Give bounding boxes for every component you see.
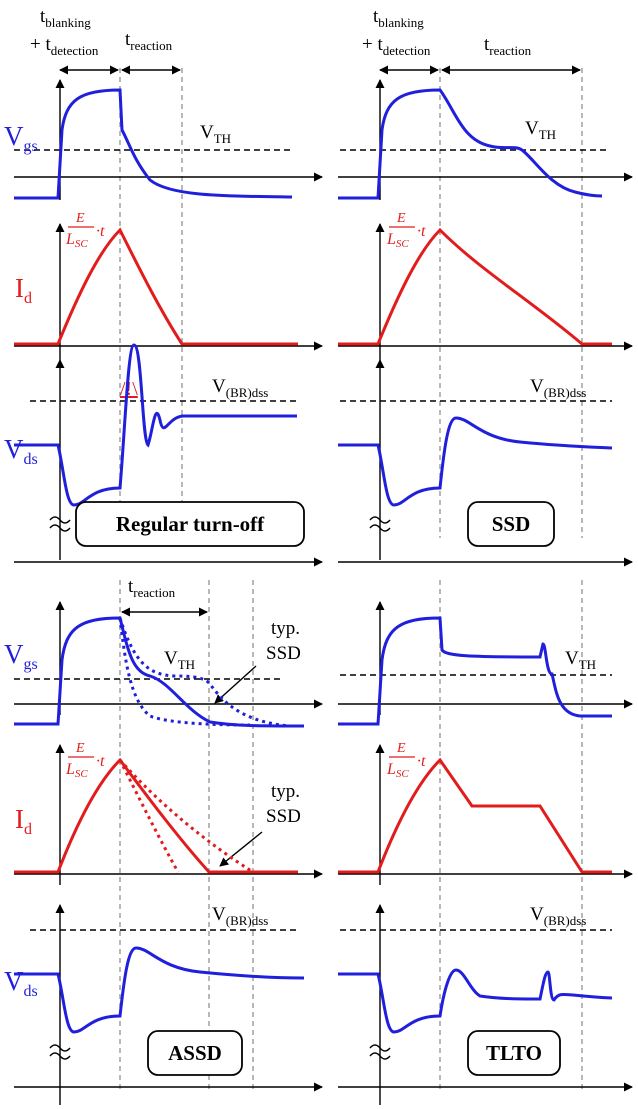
panel-regular-turn-off: tblanking + tdetection treaction Vgs VTH… [4,6,323,567]
method-box [467,501,555,547]
t-reaction-label: treaction [125,29,173,53]
vth-label: VTH [200,122,231,146]
slope-formula: E LSC ·t [65,211,105,250]
method-title: Regular turn-off [116,512,265,536]
vds-curve [338,416,613,507]
id-curve [14,757,298,874]
typ-label: typ. [271,618,300,639]
svg-text:·t: ·t [96,223,105,240]
axis-break-icon [369,1044,391,1060]
t-detection-label: + tdetection [30,34,99,58]
vbr-label: V(BR)dss [530,904,586,928]
method-box [147,1030,243,1076]
id-label: Id [15,273,32,307]
svg-text:LSC: LSC [65,761,88,780]
axis-break-icon [369,516,391,532]
t-reaction-label: treaction [128,576,176,600]
axis-break-icon [49,516,71,532]
t-blanking-label: tblanking [40,6,91,30]
typ-label: typ. [271,781,300,802]
typ-ssd-label: SSD [266,643,301,664]
vgs-label: Vgs [4,121,38,155]
warning-label: /!\ [120,378,138,400]
vds-label: Vds [4,966,38,1000]
vth-label: VTH [525,118,556,142]
vgs-typ-ssd-curve [118,617,291,728]
vbr-label: V(BR)dss [212,376,268,400]
svg-text:·t: ·t [417,223,426,240]
method-title: TLTO [486,1041,542,1065]
id-typ-ssd-curve [118,759,254,874]
method-box [75,501,305,547]
svg-text:E: E [396,211,406,226]
id-curve [338,757,612,874]
axis-break-icon [49,1044,71,1060]
vgs-fast-curve [118,617,251,727]
slope-formula: E LSC ·t [386,741,426,780]
panel-tlto: VTH E LSC ·t V(BR)dss TLTO [338,580,633,1105]
panel-assd: treaction Vgs VTH typ. SSD Id E LSC ·t t… [4,576,323,1105]
svg-text:E: E [396,741,406,756]
id-curve [338,227,612,346]
method-title: SSD [492,512,531,536]
method-title: ASSD [168,1041,222,1065]
vds-curve [14,343,297,507]
vgs-curve [14,88,293,200]
slope-formula: E LSC ·t [65,741,105,780]
vth-label: VTH [565,648,596,672]
panel-ssd: tblanking + tdetection treaction VTH E L… [338,6,633,567]
vth-label: VTH [164,648,195,672]
vds-curve [338,968,613,1034]
vds-label: Vds [4,434,38,468]
svg-text:·t: ·t [96,753,105,770]
vbr-label: V(BR)dss [212,904,268,928]
id-label: Id [15,804,32,838]
vds-curve [14,946,305,1034]
typ-ssd-label: SSD [266,806,301,827]
svg-text:E: E [75,211,85,226]
t-blanking-label: tblanking [373,6,424,30]
svg-text:·t: ·t [417,753,426,770]
t-detection-label: + tdetection [362,34,431,58]
t-reaction-label: treaction [484,34,532,58]
svg-text:LSC: LSC [65,231,88,250]
svg-text:LSC: LSC [386,231,409,250]
vbr-label: V(BR)dss [530,376,586,400]
vgs-curve [14,616,305,728]
method-box [467,1030,561,1076]
id-fast-curve [118,759,180,873]
vgs-curve [338,616,612,726]
slope-formula: E LSC ·t [386,211,426,250]
vgs-curve [338,88,603,200]
id-curve [14,227,298,346]
typ-ssd-arrow [219,831,263,867]
svg-text:E: E [75,741,85,756]
svg-text:LSC: LSC [386,761,409,780]
vgs-label: Vgs [4,639,38,673]
